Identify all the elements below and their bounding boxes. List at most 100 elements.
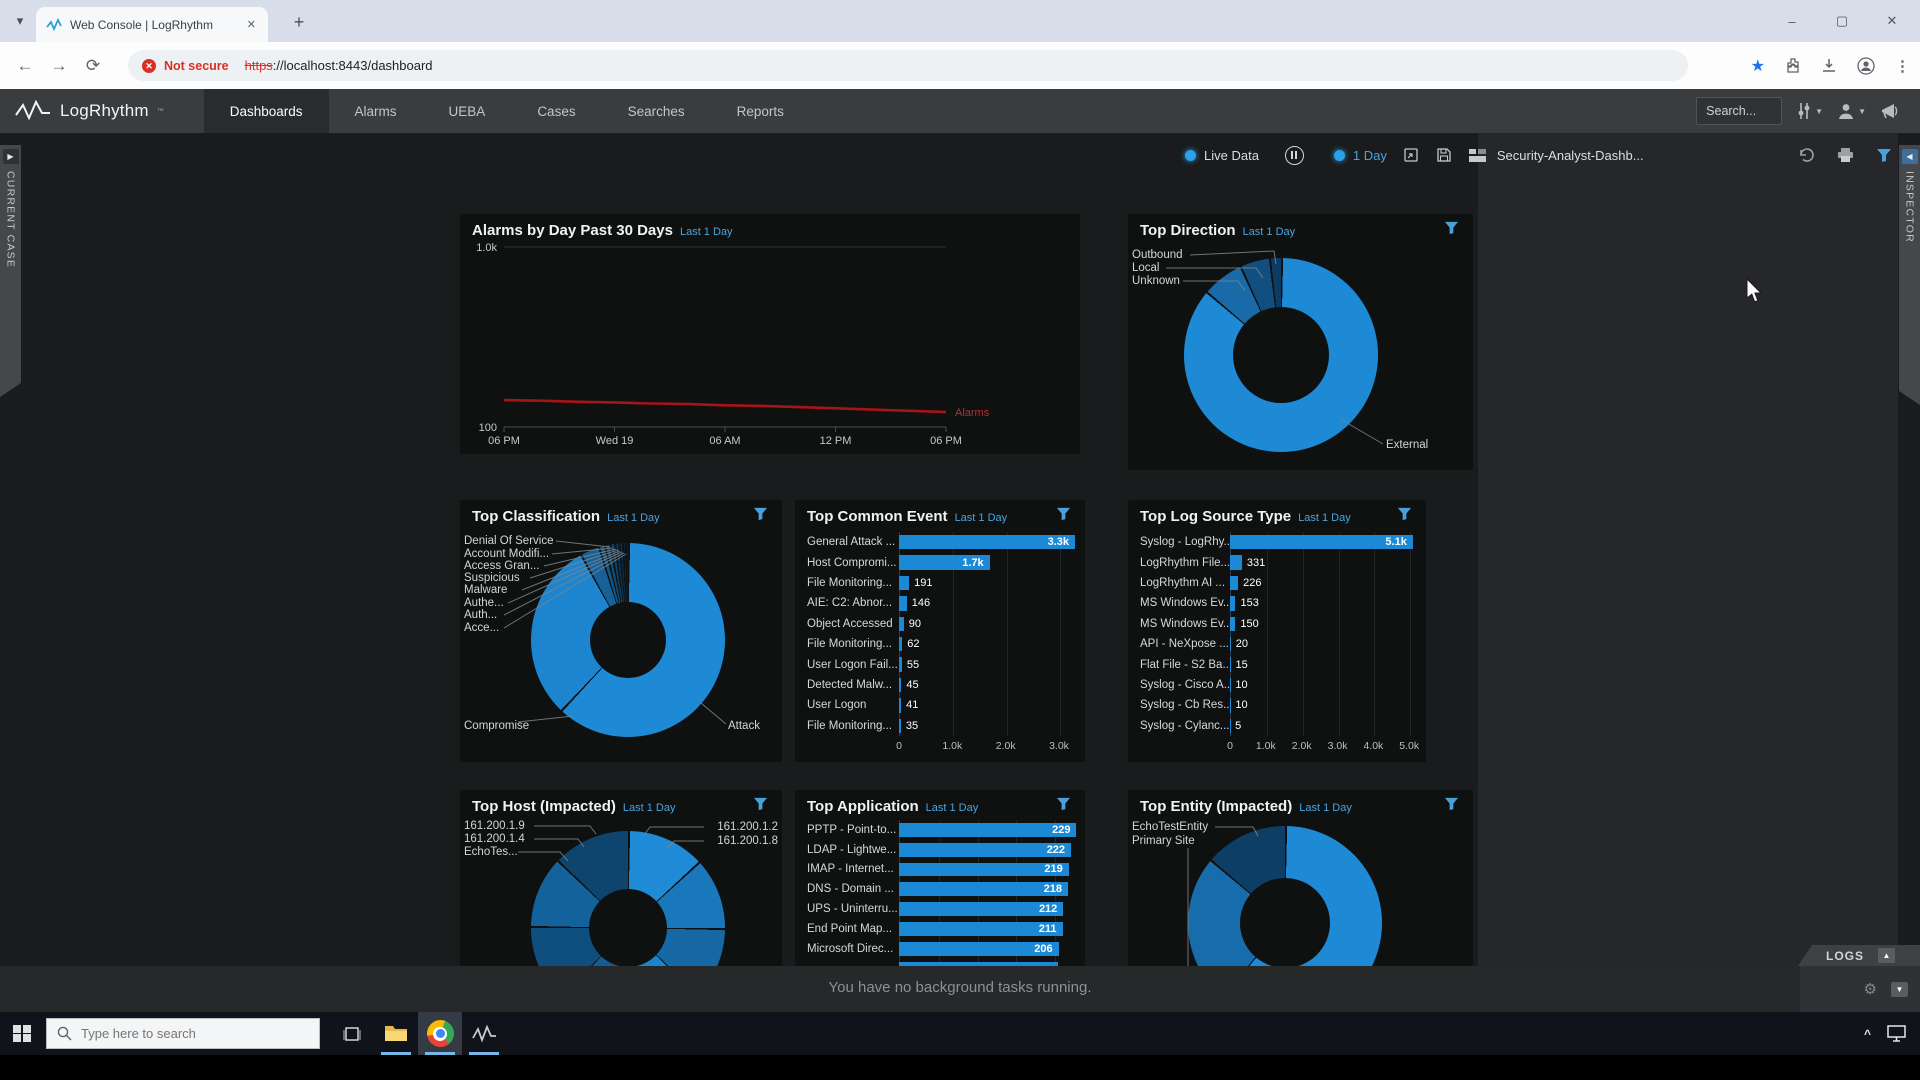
windows-logo-icon: [13, 1024, 31, 1043]
pause-icon[interactable]: [1284, 145, 1304, 165]
donut-label: External: [1386, 439, 1429, 451]
widget-filter-funnel-icon[interactable]: [1397, 507, 1412, 521]
nav-item-reports[interactable]: Reports: [736, 103, 784, 119]
logs-tab[interactable]: LOGS ▲: [1798, 945, 1920, 966]
panel-top-host-impacted: Top Host (Impacted) Last 1 Day 161.200.1.…: [460, 790, 782, 966]
filter-funnel-icon[interactable]: [1876, 148, 1892, 163]
bar-row: Syslog - Cylanc... 5: [1140, 718, 1242, 733]
leader-lines: [1187, 826, 1259, 966]
donut-label: 161.200.1.9: [464, 820, 525, 832]
print-icon[interactable]: [1837, 147, 1854, 163]
save-dashboard-icon[interactable]: [1436, 147, 1452, 163]
expand-logs-icon[interactable]: ▲: [1878, 948, 1896, 963]
bar-row: File Monitoring... 191: [807, 575, 933, 591]
bar-row: AIE: C2: Abnor... 146: [807, 596, 931, 611]
browser-titlebar: ▾ Web Console | LogRhythm ✕ + – ▢ ✕: [0, 0, 1920, 42]
search-icon: [57, 1026, 72, 1041]
browser-menu-kebab-icon[interactable]: ⋮: [1895, 57, 1910, 75]
widget-filter-funnel-icon[interactable]: [1444, 221, 1459, 235]
windows-taskbar: ^: [0, 1012, 1920, 1055]
file-explorer-button[interactable]: [374, 1012, 418, 1055]
nav-item-cases[interactable]: Cases: [537, 103, 576, 119]
tab-search-chevron-icon[interactable]: ▾: [16, 13, 24, 28]
announcements-megaphone-icon[interactable]: [1880, 102, 1902, 120]
widget-filter-funnel-icon[interactable]: [1056, 797, 1071, 811]
profile-avatar-icon[interactable]: [1857, 56, 1875, 75]
svg-text:06 PM: 06 PM: [930, 435, 962, 447]
logrhythm-app-button[interactable]: [462, 1012, 506, 1055]
dashboard-name[interactable]: Security-Analyst-Dashb...: [1496, 147, 1644, 163]
bar-chart: General Attack ... 3.3k Host Compromi... 1.…: [807, 532, 1081, 762]
forward-button[interactable]: →: [50, 55, 68, 75]
bar-chart: PPTP - Point-to... 229 LDAP - Lightwe... 22…: [807, 820, 1081, 966]
address-bar[interactable]: ✕ Not secure https://localhost:8443/dash…: [128, 50, 1688, 81]
taskbar-search-input[interactable]: [81, 1026, 301, 1041]
bar-row: Microsoft Direc... 206: [807, 939, 1081, 959]
bar-row: PPTP - Point-to... 229: [807, 820, 1081, 840]
screen-bottom-strip: [0, 1055, 1920, 1080]
tab-close-icon[interactable]: ✕: [246, 19, 256, 31]
reload-button[interactable]: ⟳: [85, 55, 101, 75]
pop-out-widget-icon[interactable]: [1403, 147, 1420, 163]
extensions-icon[interactable]: [1785, 57, 1801, 74]
window-close-button[interactable]: ✕: [1886, 13, 1898, 28]
nav-item-alarms[interactable]: Alarms: [354, 103, 397, 119]
back-button[interactable]: ←: [16, 55, 34, 75]
bar-row: Syslog - Cb Res... 10: [1140, 698, 1248, 713]
bar-row: LogRhythm File... 331: [1140, 555, 1266, 570]
donut-chart: [1184, 258, 1378, 452]
tab-title: Web Console | LogRhythm: [70, 17, 213, 32]
bar-row: API - NeXpose ... 20: [1140, 636, 1248, 652]
taskbar-search[interactable]: [46, 1018, 320, 1049]
file-explorer-icon: [385, 1026, 407, 1041]
show-hidden-icons-button[interactable]: ^: [1863, 1026, 1871, 1041]
widget-filter-funnel-icon[interactable]: [753, 797, 768, 811]
new-tab-button[interactable]: +: [293, 12, 305, 32]
window-minimize-button[interactable]: –: [1788, 13, 1796, 29]
nav-item-searches[interactable]: Searches: [627, 103, 685, 119]
bookmark-star-icon[interactable]: ★: [1750, 57, 1765, 75]
bar-row: User Logon Fail... 55: [807, 657, 920, 672]
user-menu-icon[interactable]: ▼: [1837, 102, 1866, 120]
start-button[interactable]: [0, 1012, 44, 1055]
bar-row: End Point Map... 211: [807, 919, 1081, 939]
donut-chart: [531, 543, 725, 737]
donut-label: 161.200.1.4: [464, 833, 525, 845]
expand-current-case-icon[interactable]: ▶: [3, 149, 19, 164]
inspector-tab[interactable]: ◀ INSPECTOR: [1899, 145, 1920, 405]
nav-item-dashboards[interactable]: Dashboards: [203, 89, 329, 133]
collapse-logs-icon[interactable]: ▼: [1891, 981, 1908, 997]
browser-tab[interactable]: Web Console | LogRhythm ✕: [36, 7, 268, 42]
window-maximize-button[interactable]: ▢: [1835, 13, 1849, 28]
expand-inspector-icon[interactable]: ◀: [1902, 149, 1918, 164]
download-icon[interactable]: [1821, 58, 1837, 74]
time-range-label[interactable]: 1 Day: [1352, 147, 1387, 163]
url-text: https://localhost:8443/dashboard: [244, 58, 433, 73]
donut-label: Unknown: [1132, 275, 1180, 287]
bar-row: Syslog - Cisco A... 10: [1140, 677, 1248, 693]
global-search-input[interactable]: Search...: [1696, 97, 1783, 125]
chrome-button[interactable]: [418, 1012, 462, 1055]
widget-filter-funnel-icon[interactable]: [1056, 507, 1071, 521]
widget-filter-funnel-icon[interactable]: [753, 507, 768, 521]
dashboard-layout-icon[interactable]: [1468, 148, 1487, 163]
bar-row: General Attack ... 3.3k: [807, 532, 1081, 552]
security-badge[interactable]: Not secure: [164, 58, 229, 73]
nav-menu: Dashboards Alarms UEBA Cases Searches Re…: [203, 89, 810, 133]
task-view-button[interactable]: [330, 1012, 374, 1055]
donut-label: Acce...: [464, 622, 500, 634]
panel-top-direction: Top Direction Last 1 Day Outbound Local U…: [1128, 214, 1473, 470]
widget-filter-funnel-icon[interactable]: [1444, 797, 1459, 811]
browser-toolbar: ← → ⟳ ✕ Not secure https://localhost:844…: [0, 42, 1920, 89]
inspector-label: INSPECTOR: [1903, 171, 1916, 243]
network-display-icon[interactable]: [1887, 1025, 1906, 1042]
time-range-indicator: [1333, 149, 1345, 161]
chart-title: Alarms by Day Past 30 Days: [472, 222, 673, 239]
bar-row: IMAP - Internet... 219: [807, 860, 1081, 880]
preferences-sliders-icon[interactable]: ▼: [1796, 102, 1823, 120]
current-case-tab[interactable]: ▶ CURRENT CASE: [0, 145, 21, 397]
undo-icon[interactable]: [1797, 147, 1815, 163]
nav-item-ueba[interactable]: UEBA: [448, 103, 486, 119]
settings-gear-icon[interactable]: ⚙: [1863, 981, 1877, 998]
